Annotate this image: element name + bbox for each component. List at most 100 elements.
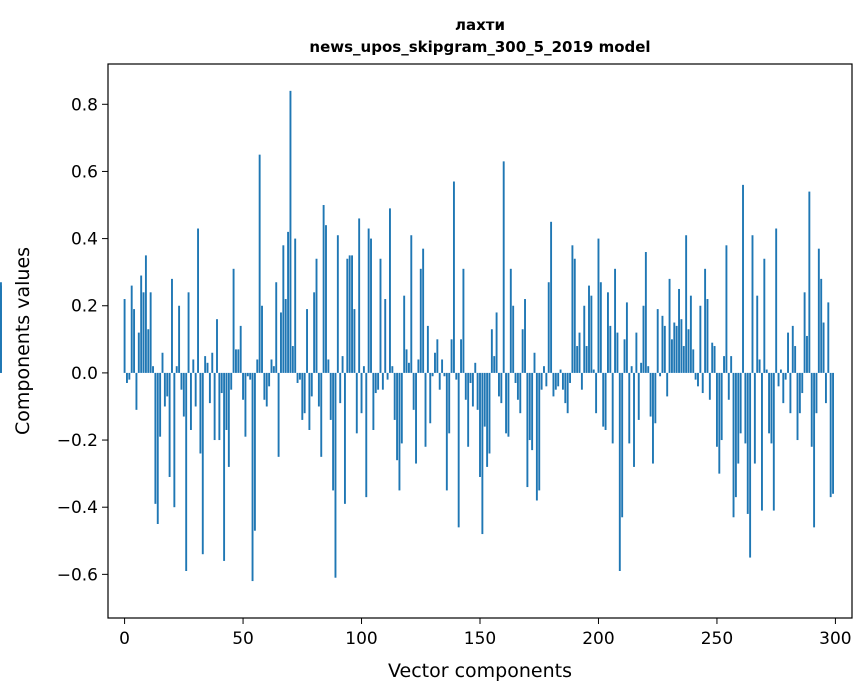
bar: [434, 352, 436, 373]
bar: [787, 332, 789, 373]
bar: [824, 372, 827, 404]
bar: [654, 372, 657, 424]
bar: [742, 184, 744, 373]
bar: [308, 372, 311, 430]
bar: [715, 372, 718, 447]
bar: [189, 372, 192, 430]
x-axis-ticks: 0 50 100 150 200 250 300: [119, 618, 852, 649]
bar: [133, 309, 136, 373]
bar: [502, 161, 505, 373]
bar: [448, 372, 451, 434]
bar: [801, 372, 804, 394]
bar: [149, 292, 152, 373]
bar: [564, 372, 567, 404]
bar: [725, 245, 728, 373]
bar: [462, 268, 465, 373]
y-tick-label: 0.6: [71, 162, 98, 182]
bar: [791, 325, 794, 373]
bar: [500, 372, 503, 404]
bar: [789, 372, 792, 414]
bar: [540, 372, 543, 390]
bar: [213, 372, 216, 441]
bar: [711, 342, 714, 373]
bar: [706, 299, 709, 373]
x-tick-label: 300: [819, 629, 851, 649]
bar: [652, 372, 654, 464]
bar: [718, 372, 721, 474]
bar: [810, 372, 813, 447]
bar: [171, 278, 173, 373]
bar: [431, 372, 434, 377]
y-tick-label: −0.2: [57, 431, 98, 451]
bar: [422, 248, 425, 373]
bar: [272, 366, 275, 373]
bar: [280, 312, 282, 373]
bar: [374, 372, 377, 394]
bar: [341, 356, 344, 373]
bar: [325, 225, 327, 373]
bar: [687, 329, 690, 373]
bar: [436, 339, 439, 373]
bar: [533, 352, 536, 373]
bar: [493, 356, 496, 373]
bar: [583, 305, 586, 373]
bar: [443, 372, 446, 377]
bar: [230, 372, 233, 390]
bar: [367, 228, 370, 373]
bar: [287, 231, 290, 373]
bar: [673, 322, 676, 373]
bar: [365, 372, 368, 498]
bar: [123, 299, 126, 373]
bar: [538, 372, 541, 491]
bar: [635, 332, 638, 373]
bar: [479, 372, 481, 477]
bar: [277, 372, 280, 457]
bar: [796, 372, 799, 441]
bar: [412, 372, 415, 410]
bar: [320, 372, 323, 457]
bar: [569, 372, 571, 383]
bar: [531, 372, 534, 451]
bar: [178, 305, 181, 373]
bar: [618, 372, 621, 571]
bar: [777, 372, 780, 387]
y-tick-label: 0.8: [71, 95, 98, 115]
bar: [450, 339, 453, 373]
bar: [218, 372, 221, 441]
bar: [647, 366, 650, 373]
bar: [832, 372, 834, 494]
bar: [798, 372, 801, 414]
bar: [211, 352, 214, 373]
bar: [0, 282, 2, 373]
bar: [808, 191, 811, 373]
bar: [730, 356, 733, 373]
bar: [483, 372, 486, 427]
bar: [289, 90, 292, 373]
bar: [486, 372, 489, 467]
bar: [126, 372, 128, 383]
bar: [187, 292, 190, 373]
bar: [135, 372, 138, 410]
bar: [585, 346, 588, 373]
bar: [235, 349, 237, 373]
bar: [576, 346, 579, 373]
bar: [353, 309, 356, 373]
bar: [258, 154, 261, 373]
x-tick-label: 50: [232, 629, 254, 649]
bar: [749, 372, 752, 558]
bar: [543, 366, 545, 373]
bar: [168, 372, 171, 477]
y-tick-label: −0.4: [57, 498, 98, 518]
y-tick-label: 0.4: [71, 230, 98, 250]
bar: [242, 372, 245, 400]
bar: [625, 302, 628, 373]
bar: [708, 372, 711, 400]
bar: [393, 372, 396, 420]
bar: [794, 346, 797, 373]
x-tick-label: 250: [701, 629, 733, 649]
bar: [197, 228, 199, 373]
bar: [623, 339, 626, 373]
bar: [637, 372, 640, 420]
bar: [820, 278, 823, 373]
bar: [495, 312, 498, 373]
